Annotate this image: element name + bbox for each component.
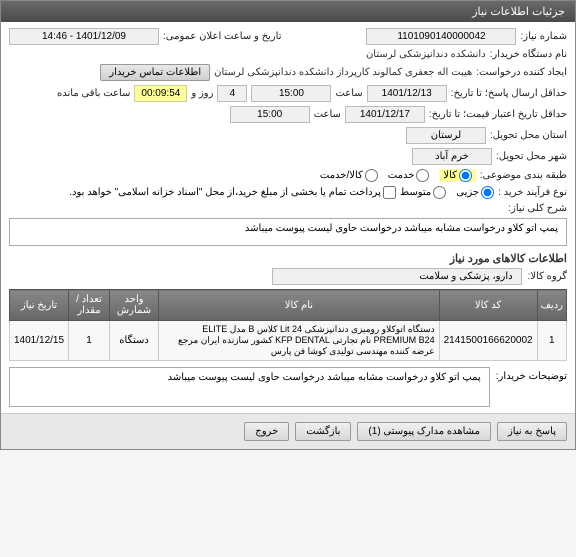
category-label: طبقه بندی موضوعی: [480, 170, 567, 181]
hour-label-2: ساعت [314, 109, 341, 120]
need-no-value: 1101090140000042 [366, 28, 516, 45]
details-panel: جزئیات اطلاعات نیاز شماره نیاز: 11010901… [0, 0, 576, 450]
footer-buttons: پاسخ به نیاز مشاهده مدارک پیوستی (1) باز… [1, 413, 575, 449]
deadline-label: حداقل ارسال پاسخ؛ تا تاریخ: [451, 88, 567, 99]
radio-service-input[interactable] [416, 169, 429, 182]
deadline-date: 1401/12/13 [367, 85, 447, 102]
items-section-title: اطلاعات کالاهای مورد نیاز [9, 252, 567, 265]
attachments-button[interactable]: مشاهده مدارک پیوستی (1) [357, 422, 491, 441]
summary-label: شرح کلی نیاز: [508, 203, 567, 214]
radio-medium[interactable]: متوسط [400, 186, 446, 199]
validity-date: 1401/12/17 [345, 106, 425, 123]
need-no-label: شماره نیاز: [520, 31, 567, 42]
cell-qty: 1 [69, 321, 110, 361]
cell-name: دستگاه اتوکلاو رومیزی دندانپزشکی 24 Lit … [159, 321, 439, 361]
remain-label: ساعت باقی مانده [57, 88, 130, 99]
hour-label-1: ساعت [335, 88, 362, 99]
category-radio-group: کالا خدمت کالا/خدمت [320, 169, 476, 182]
radio-both[interactable]: کالا/خدمت [320, 169, 378, 182]
city-label: شهر محل تحویل: [496, 151, 567, 162]
announce-value: 1401/12/09 - 14:46 [9, 28, 159, 45]
reply-button[interactable]: پاسخ به نیاز [497, 422, 567, 441]
th-name: نام کالا [159, 290, 439, 321]
cell-code: 2141500166620002 [439, 321, 537, 361]
process-radio-group: جزیی متوسط [400, 186, 494, 199]
process-note-checkbox[interactable] [383, 186, 396, 199]
close-button[interactable]: خروج [244, 422, 289, 441]
items-table: ردیف کد کالا نام کالا واحد شمارش تعداد /… [9, 289, 567, 361]
group-value: دارو، پزشکی و سلامت [272, 268, 522, 285]
table-header-row: ردیف کد کالا نام کالا واحد شمارش تعداد /… [10, 290, 567, 321]
contact-button[interactable]: اطلاعات تماس خریدار [100, 64, 210, 81]
validity-hour: 15:00 [230, 106, 310, 123]
radio-goods-input[interactable] [459, 169, 472, 182]
days-value: 4 [217, 85, 247, 102]
notes-box: پمپ اتو کلاو درخواست مشابه میباشد درخواس… [9, 367, 490, 407]
radio-partial-input[interactable] [481, 186, 494, 199]
table-row: 1 2141500166620002 دستگاه اتوکلاو رومیزی… [10, 321, 567, 361]
radio-goods[interactable]: کالا [439, 169, 476, 182]
radio-medium-input[interactable] [433, 186, 446, 199]
radio-both-input[interactable] [365, 169, 378, 182]
th-qty: تعداد / مقدار [69, 290, 110, 321]
province-label: استان محل تحویل: [490, 130, 567, 141]
deadline-hour: 15:00 [251, 85, 331, 102]
th-code: کد کالا [439, 290, 537, 321]
province-value: لرستان [406, 127, 486, 144]
th-unit: واحد شمارش [109, 290, 158, 321]
city-value: خرم آباد [412, 148, 492, 165]
radio-partial[interactable]: جزیی [456, 186, 494, 199]
announce-label: تاریخ و ساعت اعلان عمومی: [163, 31, 282, 42]
validity-label: حداقل تاریخ اعتبار قیمت؛ تا تاریخ: [429, 109, 567, 120]
form-area: شماره نیاز: 1101090140000042 تاریخ و ساع… [1, 22, 575, 413]
back-button[interactable]: بازگشت [295, 422, 351, 441]
group-label: گروه کالا: [528, 271, 567, 282]
th-date: تاریخ نیاز [10, 290, 69, 321]
process-note-check[interactable]: پرداخت تمام یا بخشی از مبلغ خرید،از محل … [69, 186, 396, 199]
cell-row: 1 [537, 321, 566, 361]
buyer-label: نام دستگاه خریدار: [490, 49, 567, 60]
days-label: روز و [191, 88, 213, 99]
panel-title: جزئیات اطلاعات نیاز [1, 1, 575, 22]
summary-box: پمپ اتو کلاو درخواست مشابه میباشد درخواس… [9, 218, 567, 246]
radio-service[interactable]: خدمت [388, 169, 430, 182]
buyer-value: دانشکده دندانپزشکی لرستان [366, 49, 486, 60]
cell-date: 1401/12/15 [10, 321, 69, 361]
cell-unit: دستگاه [109, 321, 158, 361]
countdown-timer: 00:09:54 [134, 85, 187, 102]
notes-label: توضیحات خریدار: [496, 367, 567, 382]
requester-label: ایجاد کننده درخواست: [476, 67, 567, 78]
requester-value: هیبت اله جعفری کمالوند کارپرداز دانشکده … [214, 67, 472, 78]
process-label: نوع فرآیند خرید : [498, 187, 567, 198]
th-row: ردیف [537, 290, 566, 321]
